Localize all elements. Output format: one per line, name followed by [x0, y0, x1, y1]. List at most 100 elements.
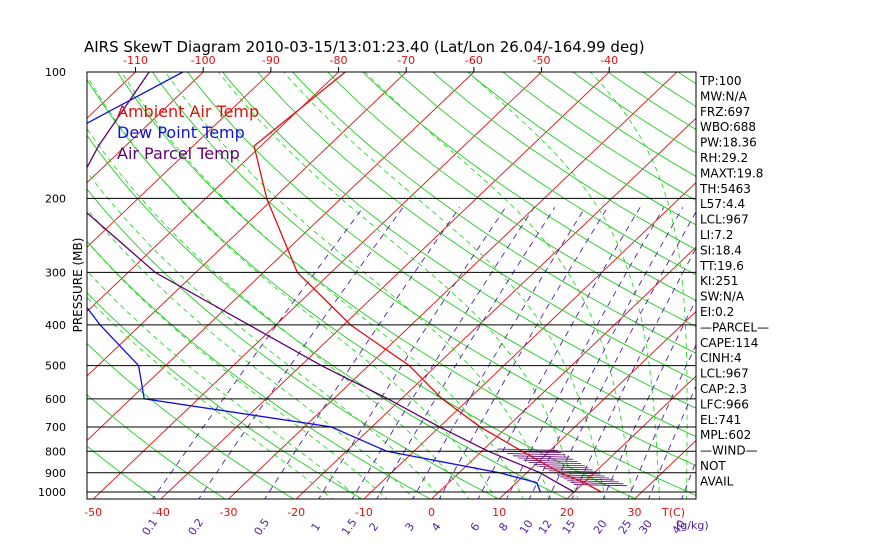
legend-entry: Ambient Air Temp [117, 102, 259, 121]
mixing-ratio-unit: (g/kg) [676, 519, 709, 532]
mixing-ratio-line [571, 247, 696, 499]
dry-adiabat-line [87, 188, 500, 499]
pressure-tick-label: 600 [45, 393, 66, 406]
isotherm-line [498, 310, 696, 499]
moist-adiabat-line [87, 208, 415, 499]
mixing-ratio-line [681, 460, 696, 499]
bottom-tick-label: 20 [560, 506, 574, 519]
mixing-ratio-line [264, 207, 460, 499]
side-panel-line: EL:741 [700, 413, 741, 427]
top-tick-label: -70 [397, 54, 415, 67]
bottom-tick-label: 10 [492, 506, 506, 519]
isotherm-line [87, 72, 272, 248]
series-line [87, 72, 575, 493]
side-panel-line: LCL:967 [700, 367, 749, 381]
side-panel-line: TT:19.6 [699, 259, 744, 273]
pressure-tick-label: 300 [45, 266, 66, 279]
dry-adiabat-line [677, 72, 696, 85]
cape-hatch-line [507, 453, 566, 456]
moist-adiabat-line [120, 72, 524, 499]
side-panel-line: MW:N/A [700, 89, 748, 103]
mixing-ratio-label: 4 [429, 520, 444, 533]
side-panel-line: TP:100 [699, 74, 742, 88]
dry-adiabat-line [257, 72, 696, 381]
pressure-tick-label: 200 [45, 192, 66, 205]
pressure-lines [87, 197, 696, 493]
dry-adiabat-line [362, 72, 696, 301]
cape-hatch-line [533, 464, 586, 467]
cape-hatch-line [538, 466, 589, 469]
moist-adiabat-line [87, 240, 388, 499]
mixing-ratio-line [438, 207, 608, 499]
mixing-ratio-label: 1 [309, 520, 324, 533]
mixing-ratio-label: 8 [496, 520, 511, 533]
isotherm-line [295, 117, 696, 499]
moist-adiabat-line [283, 72, 606, 499]
side-panel-line: WBO:688 [700, 120, 756, 134]
isotherm-line [87, 72, 475, 442]
dry-adiabat-line [502, 72, 696, 201]
mixing-ratio-label: 0.5 [251, 516, 272, 538]
isotherm-line [0, 53, 20, 501]
bottom-tick-label: 0 [428, 506, 435, 519]
pressure-tick-label: 700 [45, 421, 66, 434]
isotherm-line [768, 53, 870, 501]
side-panel-line: CINH:4 [700, 351, 742, 365]
side-panel-line: —PARCEL— [700, 320, 769, 334]
cape-hatch [497, 448, 627, 487]
isotherm-line [87, 72, 407, 377]
cape-hatch-line [574, 484, 627, 487]
mixing-ratio-line [528, 207, 684, 499]
mixing-ratio-line [351, 207, 535, 499]
mixing-ratio-label: 12 [536, 518, 555, 537]
mixing-ratio-label: 20 [591, 518, 610, 537]
mixing-ratio-label: 3 [403, 520, 418, 533]
cape-hatch-line [518, 457, 574, 460]
dry-adiabat-line [432, 72, 696, 251]
bottom-tick-label: -50 [84, 506, 102, 519]
pressure-tick-label: 1000 [38, 486, 66, 499]
top-tick-label: -60 [465, 54, 483, 67]
bottom-tick-label: -20 [287, 506, 305, 519]
side-panel-line: SI:18.4 [700, 243, 742, 257]
top-tick-label: -80 [330, 54, 348, 67]
mixing-ratio-label: 0.2 [186, 516, 207, 538]
mixing-ratio-line [198, 207, 404, 499]
dry-adiabat-line [87, 394, 226, 499]
bottom-tick-label: -10 [355, 506, 373, 519]
dry-adiabat-line [87, 78, 637, 499]
moist-adiabat-lines [87, 72, 688, 499]
side-panel-line: FRZ:697 [700, 105, 750, 119]
cape-hatch-line [570, 482, 624, 485]
cape-hatch-line [512, 455, 570, 458]
dry-adiabat-line [292, 72, 696, 354]
moist-adiabat-line [87, 297, 334, 499]
side-panel-line: AVAIL [700, 474, 734, 488]
dry-adiabat-line [87, 445, 158, 499]
side-panel-line: PW:18.36 [700, 136, 757, 150]
side-panel-line: EI:0.2 [700, 305, 734, 319]
legend-entry: Dew Point Temp [117, 123, 245, 142]
moist-adiabat-line [87, 270, 361, 499]
plot-frame [86, 71, 697, 500]
dry-adiabat-lines [87, 72, 696, 499]
bottom-tick-label: -40 [152, 506, 170, 519]
bottom-tick-label: 30 [628, 506, 642, 519]
mixing-ratio-label: 2 [367, 520, 382, 533]
mixing-ratio-line [506, 207, 665, 499]
side-panel-line: TH:5463 [699, 182, 751, 196]
moist-adiabat-line [589, 72, 688, 499]
moist-adiabat-line [87, 171, 443, 499]
moist-adiabat-line [87, 75, 497, 499]
bottom-tick-label: -30 [220, 506, 238, 519]
pressure-tick-label: 900 [45, 467, 66, 480]
cape-hatch-line [560, 476, 610, 479]
isotherm-line [160, 72, 610, 499]
mixing-ratio-label: 6 [468, 520, 483, 533]
top-tick-label: -50 [533, 54, 551, 67]
side-panel-line: LCL:967 [700, 213, 749, 227]
moist-adiabat-line [87, 127, 470, 499]
mixing-ratio-line [318, 207, 506, 499]
y-axis-label: PRESSURE (MB) [71, 238, 85, 333]
plot-border [86, 71, 697, 500]
